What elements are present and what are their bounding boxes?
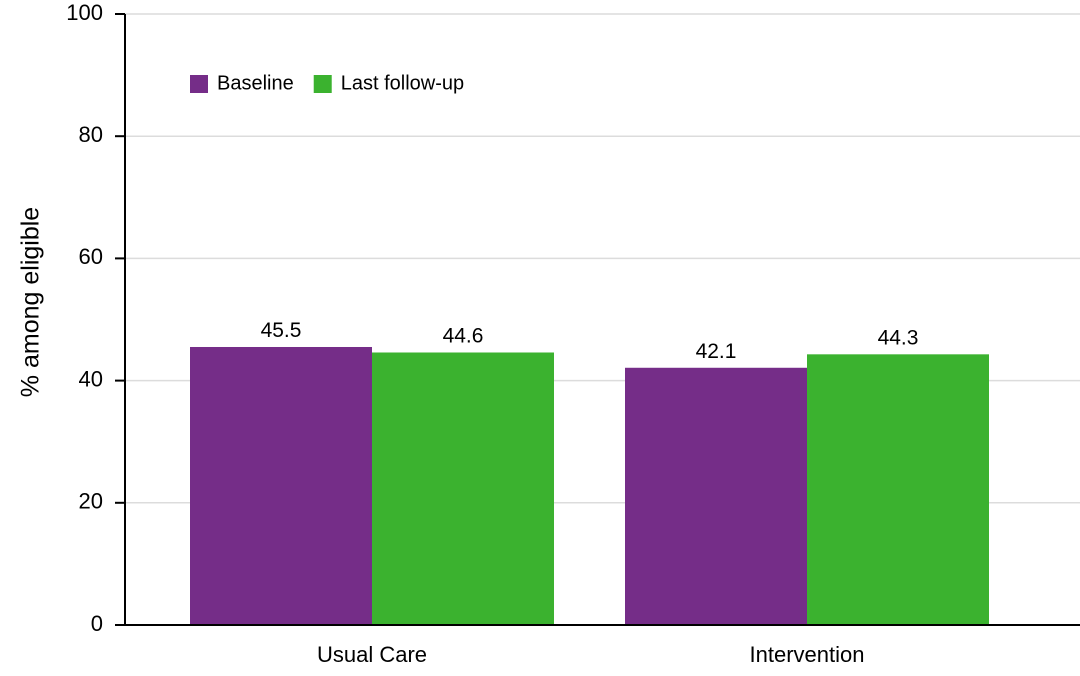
category-label: Intervention: [750, 642, 865, 667]
y-ticks: 0 20 40 60 80 100: [66, 0, 125, 636]
y-tick-label: 60: [79, 244, 103, 269]
data-label: 45.5: [261, 319, 302, 342]
bar-last-follow-up-1: [807, 354, 989, 625]
data-label: 44.6: [443, 324, 484, 347]
data-labels: 45.5 44.6 42.1 44.3: [261, 319, 919, 363]
legend-swatch: [313, 75, 332, 93]
axes: [124, 14, 1080, 626]
bars: [190, 346, 989, 625]
legend-swatch: [190, 75, 208, 93]
legend-label: Last follow-up: [341, 72, 464, 94]
legend-label: Baseline: [217, 72, 294, 94]
bar-baseline-0: [190, 346, 372, 625]
data-label: 44.3: [878, 326, 919, 349]
category-labels: Usual Care Intervention: [317, 642, 865, 667]
legend: Baseline Last follow-up: [190, 72, 464, 94]
y-tick-label: 40: [79, 366, 103, 391]
y-tick-label: 20: [79, 489, 103, 514]
bar-baseline-1: [625, 367, 807, 625]
y-tick-label: 100: [66, 0, 103, 25]
category-label: Usual Care: [317, 642, 427, 667]
y-tick-label: 80: [79, 122, 103, 147]
y-axis-label: % among eligible: [17, 207, 45, 397]
y-tick-label: 0: [91, 611, 103, 636]
bar-last-follow-up-0: [372, 352, 554, 625]
data-label: 42.1: [696, 340, 737, 363]
